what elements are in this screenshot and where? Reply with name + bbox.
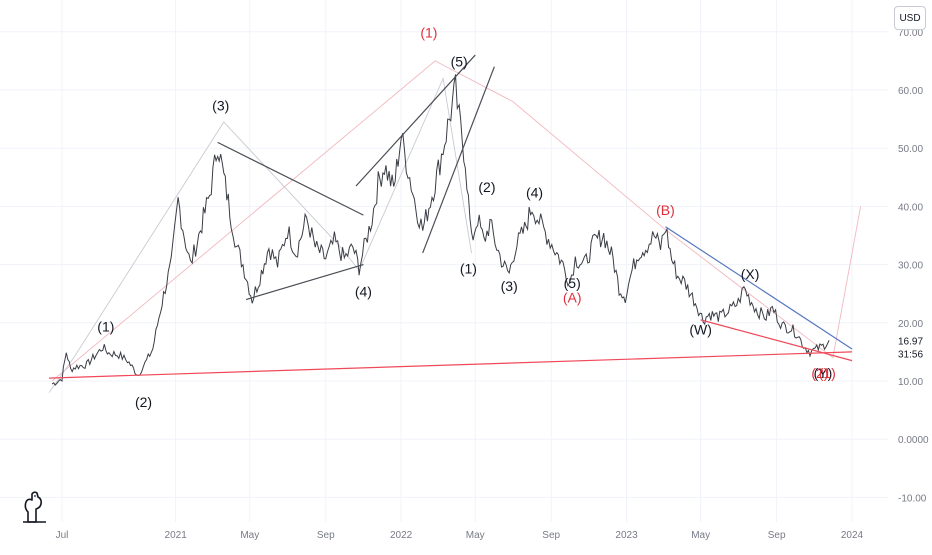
wave-label: (X) <box>741 266 760 282</box>
y-tick-label: 20.00 <box>898 319 923 330</box>
wave-label: (1) <box>420 25 437 41</box>
x-tick-label: Jul <box>56 530 69 541</box>
x-axis[interactable]: Jul 2021 May Sep 2022 May Sep 2023 May Sep 2024 <box>56 530 864 541</box>
trend-lines[interactable] <box>49 54 853 379</box>
zigzag-line <box>51 60 862 382</box>
last-price-label: 16.97 <box>898 336 923 347</box>
price-series <box>51 74 830 386</box>
trend-line-red[interactable] <box>49 351 853 379</box>
currency-button[interactable]: USD <box>894 6 926 30</box>
wave-label: (A) <box>563 289 582 305</box>
trend-line-black[interactable] <box>245 264 364 301</box>
tradingview-logo-icon[interactable] <box>20 490 50 524</box>
grid <box>0 0 888 522</box>
trend-line-red[interactable] <box>700 319 853 362</box>
y-tick-label: 30.00 <box>898 261 923 272</box>
wave-label: (1) <box>460 260 477 276</box>
y-tick-label: -10.00 <box>898 493 927 504</box>
last-price-tag: 16.97 31:56 <box>898 336 923 360</box>
x-tick-label: May <box>240 530 259 541</box>
wave-label: (3) <box>212 97 229 113</box>
zigzag-line <box>48 76 472 393</box>
wave-label: (3) <box>501 278 518 294</box>
x-tick-label: Sep <box>542 530 560 541</box>
wave-label: (Y) <box>814 365 833 381</box>
wave-label: (4) <box>355 284 372 300</box>
x-tick-label: Sep <box>768 530 786 541</box>
y-tick-label: 70.00 <box>898 28 923 39</box>
x-tick-label: 2024 <box>841 530 864 541</box>
trend-line-black[interactable] <box>422 66 495 254</box>
wave-label: (1) <box>97 319 114 335</box>
y-tick-label: 50.00 <box>898 144 923 155</box>
wave-label: (2) <box>135 394 152 410</box>
wave-label: (2) <box>811 365 828 381</box>
wave-label: (B) <box>656 202 675 218</box>
x-tick-label: May <box>466 530 485 541</box>
y-tick-label: 60.00 <box>898 86 923 97</box>
zigzag-lines <box>48 60 862 393</box>
wave-label: (5) <box>451 54 468 70</box>
x-tick-label: Sep <box>317 530 335 541</box>
wave-label: (W) <box>689 321 712 337</box>
wave-labels: (1)(5)(3)(2) (4)(B)(X)(1)(3) (5)(A)(4)(1)(… <box>97 25 836 411</box>
wave-label: (5) <box>564 275 581 291</box>
wave-label: (1) <box>819 365 836 381</box>
x-tick-label: 2023 <box>615 530 638 541</box>
trend-line-black[interactable] <box>355 54 476 187</box>
countdown-label: 31:56 <box>898 349 923 360</box>
x-tick-label: May <box>691 530 710 541</box>
wave-label: (4) <box>526 185 543 201</box>
x-tick-label: 2022 <box>390 530 413 541</box>
trend-line-black[interactable] <box>217 141 364 216</box>
y-tick-label: 40.00 <box>898 202 923 213</box>
y-axis-background <box>888 0 932 550</box>
y-axis[interactable]: 70.00 60.00 50.00 40.00 30.00 20.00 10.00 0.000… <box>888 0 932 550</box>
price-line <box>51 74 830 386</box>
y-tick-label: 10.00 <box>898 377 923 388</box>
trend-line-blue[interactable] <box>665 226 853 350</box>
x-tick-label: 2021 <box>165 530 188 541</box>
wave-label: (2) <box>478 179 495 195</box>
y-tick-label: 0.0000 <box>898 435 929 446</box>
